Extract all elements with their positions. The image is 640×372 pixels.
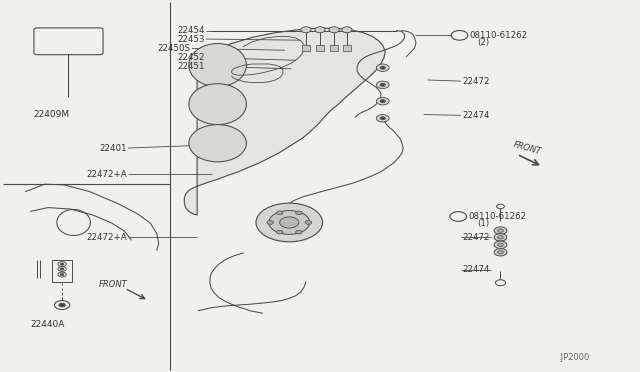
Text: 22450S: 22450S: [157, 44, 191, 53]
Circle shape: [305, 221, 312, 224]
Text: 22472: 22472: [462, 77, 490, 86]
Circle shape: [498, 243, 504, 247]
Text: 22474: 22474: [462, 111, 490, 120]
Bar: [343, 45, 351, 51]
Circle shape: [498, 229, 504, 232]
Text: FRONT: FRONT: [99, 280, 128, 289]
Ellipse shape: [189, 84, 246, 125]
Text: 22452: 22452: [177, 53, 205, 62]
Circle shape: [495, 280, 506, 286]
Circle shape: [342, 27, 352, 33]
Circle shape: [276, 211, 283, 215]
Text: 22440A: 22440A: [31, 320, 65, 329]
Circle shape: [269, 211, 310, 234]
Bar: [302, 45, 310, 51]
Circle shape: [60, 263, 64, 265]
Ellipse shape: [189, 125, 246, 162]
Polygon shape: [184, 28, 385, 215]
Text: 22472+A: 22472+A: [86, 233, 127, 242]
Text: 08110-61262: 08110-61262: [469, 31, 527, 40]
Circle shape: [280, 217, 299, 228]
Circle shape: [301, 27, 311, 33]
Circle shape: [498, 251, 504, 254]
Circle shape: [60, 273, 64, 276]
Circle shape: [59, 303, 65, 307]
Circle shape: [380, 100, 385, 103]
Circle shape: [451, 31, 468, 40]
Circle shape: [376, 64, 389, 71]
Circle shape: [329, 27, 339, 33]
Text: .JP2000: .JP2000: [558, 353, 589, 362]
Circle shape: [256, 203, 323, 242]
Circle shape: [60, 268, 64, 270]
Circle shape: [494, 248, 507, 256]
Text: 22474: 22474: [462, 265, 490, 274]
Circle shape: [380, 83, 385, 86]
Text: FRONT: FRONT: [512, 140, 542, 156]
Text: (1): (1): [477, 219, 489, 228]
Circle shape: [494, 227, 507, 234]
Text: 22472+A: 22472+A: [86, 170, 127, 179]
Ellipse shape: [189, 44, 246, 87]
Text: B: B: [456, 212, 461, 221]
Circle shape: [315, 27, 325, 33]
Text: 22453: 22453: [177, 35, 205, 44]
Circle shape: [380, 66, 385, 69]
Circle shape: [376, 97, 389, 105]
Text: 22472: 22472: [462, 233, 490, 242]
Circle shape: [267, 221, 273, 224]
Text: B: B: [457, 31, 462, 40]
Circle shape: [380, 117, 385, 120]
Text: 22409M: 22409M: [33, 110, 69, 119]
Circle shape: [497, 204, 504, 209]
Circle shape: [376, 81, 389, 89]
Bar: [330, 45, 338, 51]
Text: 08110-61262: 08110-61262: [468, 212, 527, 221]
Circle shape: [276, 230, 283, 234]
Circle shape: [494, 241, 507, 248]
Circle shape: [450, 212, 467, 221]
Circle shape: [296, 211, 302, 215]
Text: 22451: 22451: [177, 62, 205, 71]
Text: 22401: 22401: [99, 144, 127, 153]
Circle shape: [494, 234, 507, 241]
Bar: [52, 260, 72, 282]
Bar: [316, 45, 324, 51]
Circle shape: [296, 230, 302, 234]
Text: (2): (2): [477, 38, 489, 47]
Text: 22454: 22454: [177, 26, 205, 35]
Circle shape: [498, 236, 504, 239]
Circle shape: [376, 115, 389, 122]
FancyBboxPatch shape: [34, 28, 103, 55]
